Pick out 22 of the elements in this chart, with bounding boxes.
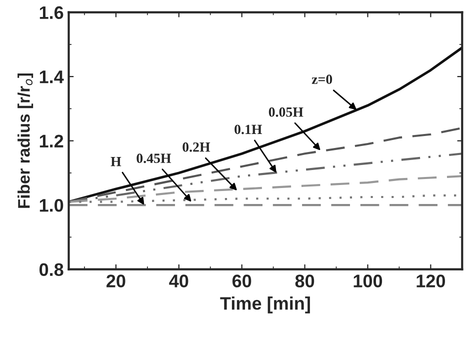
line-series <box>68 126 462 203</box>
line-series <box>68 46 462 204</box>
y-tick-label: 0.8 <box>39 263 64 276</box>
annotation: 0.1H <box>234 124 262 134</box>
y-tick-label: 1.0 <box>40 198 64 212</box>
annotation: 0.45H <box>136 154 172 164</box>
annotation: 0.05H <box>268 107 304 117</box>
x-tick-label: 100 <box>354 274 382 288</box>
x-tick-label: 40 <box>169 274 188 288</box>
annotation: H <box>110 157 122 166</box>
annotation: z=0 <box>312 74 332 84</box>
y-tick-label: 1.2 <box>40 134 64 148</box>
x-tick-label: 120 <box>416 274 445 288</box>
x-axis-title: Time [min] <box>220 296 310 314</box>
x-tick-label: 60 <box>232 274 252 288</box>
line-series <box>68 175 462 203</box>
x-tick-label: 20 <box>106 274 126 288</box>
y-tick-label: 1.4 <box>40 70 64 84</box>
y-axis-title: Fiber radius [r/r$_{o}$] <box>18 74 34 208</box>
annotation: 0.2H <box>182 142 210 152</box>
x-tick-label: 80 <box>295 274 314 288</box>
y-tick-label: 1.6 <box>40 6 64 20</box>
